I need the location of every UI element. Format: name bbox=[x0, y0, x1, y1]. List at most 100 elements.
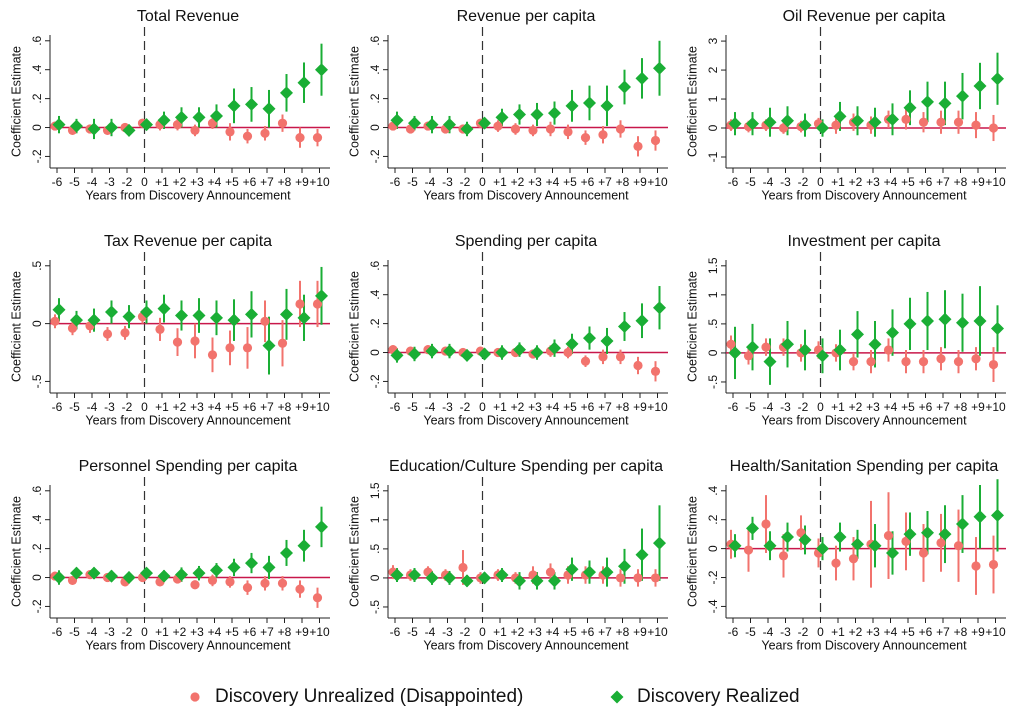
x-tick-label: 0 bbox=[479, 400, 486, 414]
point bbox=[390, 348, 404, 362]
point bbox=[615, 352, 626, 362]
x-tick-label: -4 bbox=[87, 625, 98, 639]
point bbox=[580, 133, 591, 143]
panel: Total Revenue Coefficient Estimate Years f… bbox=[9, 8, 330, 202]
point bbox=[781, 530, 794, 544]
x-tick-label: +5 bbox=[901, 400, 915, 414]
x-tick-label: -6 bbox=[390, 400, 401, 414]
y-tick-label: 0 bbox=[706, 545, 720, 552]
point bbox=[988, 123, 999, 133]
point bbox=[988, 359, 999, 370]
point bbox=[105, 121, 118, 135]
point bbox=[225, 343, 235, 353]
point bbox=[618, 559, 631, 573]
point bbox=[262, 102, 276, 116]
point bbox=[513, 574, 526, 588]
x-tick-label: +8 bbox=[278, 400, 292, 414]
y-axis-label: Coefficient Estimate bbox=[685, 46, 699, 157]
point bbox=[260, 316, 270, 326]
point bbox=[227, 560, 241, 574]
x-tick-label: +7 bbox=[598, 625, 612, 639]
point bbox=[295, 584, 305, 594]
x-tick-label: -6 bbox=[52, 625, 63, 639]
point bbox=[565, 337, 579, 351]
x-tick-label: -5 bbox=[745, 400, 756, 414]
point bbox=[953, 117, 964, 127]
x-tick-label: +10 bbox=[985, 625, 1006, 639]
point bbox=[868, 539, 882, 553]
x-tick-label: +1 bbox=[155, 625, 169, 639]
y-axis-label: Coefficient Estimate bbox=[347, 496, 361, 607]
panel-title: Education/Culture Spending per capita bbox=[389, 458, 663, 475]
point bbox=[866, 357, 876, 367]
y-tick-label: .6 bbox=[368, 260, 382, 270]
point bbox=[245, 97, 258, 111]
x-tick-label: 0 bbox=[817, 625, 824, 639]
y-tick-label: .5 bbox=[30, 260, 44, 270]
point bbox=[833, 109, 847, 123]
point bbox=[563, 127, 573, 137]
point bbox=[903, 317, 917, 331]
x-tick-label: +4 bbox=[208, 400, 222, 414]
point bbox=[991, 508, 1004, 522]
point bbox=[938, 312, 952, 326]
point bbox=[227, 313, 241, 327]
y-tick-label: -.2 bbox=[706, 570, 720, 584]
x-tick-label: +4 bbox=[884, 625, 898, 639]
point bbox=[280, 307, 293, 321]
x-tick-label: +7 bbox=[936, 400, 950, 414]
point bbox=[122, 310, 136, 324]
point bbox=[956, 89, 969, 103]
point bbox=[548, 106, 561, 120]
y-tick-label: -.5 bbox=[368, 600, 382, 614]
point bbox=[295, 299, 305, 309]
point bbox=[102, 329, 113, 339]
point bbox=[120, 328, 130, 338]
point bbox=[848, 357, 859, 367]
y-axis-label: Coefficient Estimate bbox=[685, 496, 699, 607]
point bbox=[510, 124, 521, 134]
x-tick-label: -2 bbox=[122, 625, 133, 639]
point bbox=[600, 99, 614, 113]
point bbox=[918, 357, 929, 367]
x-axis-label: Years from Discovery Announcement bbox=[85, 638, 291, 652]
point bbox=[633, 573, 643, 583]
x-tick-label: +8 bbox=[616, 625, 630, 639]
x-tick-label: -3 bbox=[442, 400, 453, 414]
panel-title: Oil Revenue per capita bbox=[783, 8, 946, 25]
point bbox=[262, 339, 276, 353]
y-tick-label: 0 bbox=[368, 124, 382, 131]
point bbox=[478, 571, 491, 585]
y-tick-label: .4 bbox=[706, 485, 720, 495]
panel-title: Tax Revenue per capita bbox=[104, 233, 272, 250]
x-tick-label: -3 bbox=[780, 625, 791, 639]
point bbox=[315, 289, 328, 303]
point bbox=[781, 114, 794, 128]
x-tick-label: -4 bbox=[87, 400, 98, 414]
x-tick-label: +10 bbox=[647, 625, 668, 639]
point bbox=[565, 99, 579, 113]
y-tick-label: .2 bbox=[368, 93, 382, 103]
x-tick-label: 0 bbox=[479, 625, 486, 639]
x-tick-label: +6 bbox=[243, 175, 257, 189]
point bbox=[635, 548, 649, 562]
point bbox=[190, 692, 200, 702]
point bbox=[936, 117, 946, 127]
x-tick-label: +1 bbox=[831, 400, 845, 414]
x-tick-label: +2 bbox=[173, 175, 187, 189]
point bbox=[280, 546, 293, 560]
x-tick-label: +1 bbox=[155, 175, 169, 189]
panel: Tax Revenue per capita Coefficient Estima… bbox=[9, 233, 330, 427]
point bbox=[495, 346, 509, 360]
x-tick-label: +9 bbox=[633, 625, 647, 639]
point bbox=[991, 322, 1004, 336]
point bbox=[763, 539, 777, 553]
point bbox=[122, 571, 136, 585]
point bbox=[763, 355, 777, 369]
point bbox=[851, 327, 864, 341]
point bbox=[548, 574, 561, 588]
x-tick-label: -4 bbox=[425, 400, 436, 414]
x-tick-label: +7 bbox=[598, 175, 612, 189]
panel-title: Revenue per capita bbox=[457, 8, 596, 25]
